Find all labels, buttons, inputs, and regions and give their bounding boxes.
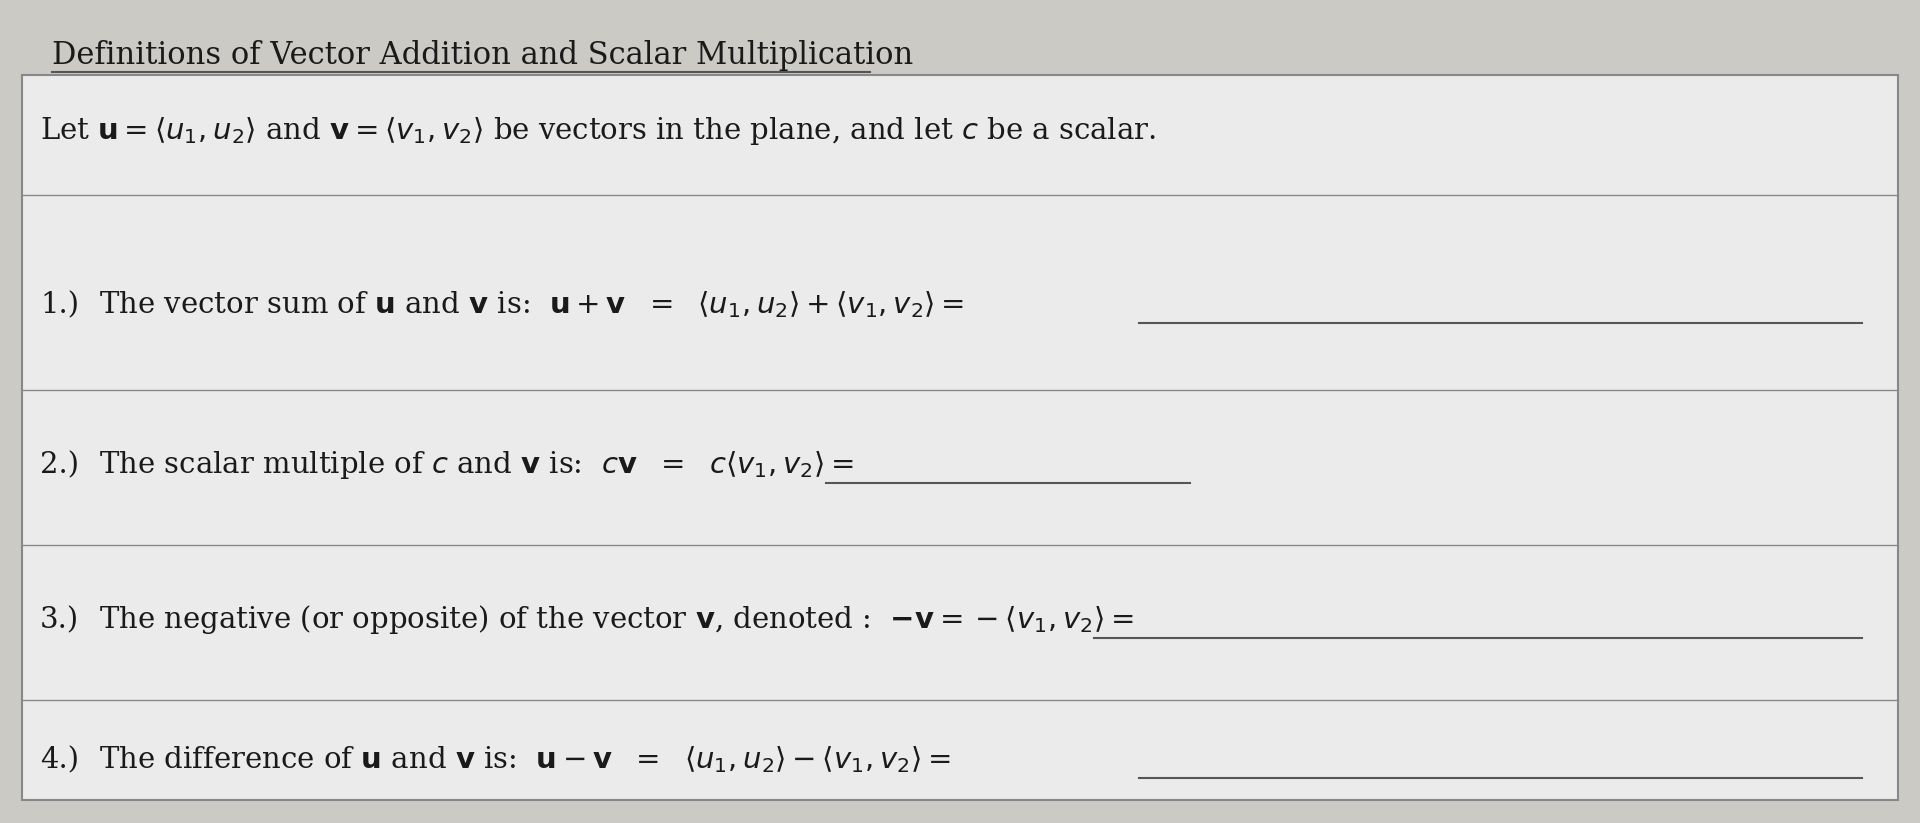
Text: Definitions of Vector Addition and Scalar Multiplication: Definitions of Vector Addition and Scala…	[52, 40, 914, 71]
Text: The vector sum of $\mathbf{u}$ and $\mathbf{v}$ is:  $\mathbf{u} + \mathbf{v}$  : The vector sum of $\mathbf{u}$ and $\mat…	[90, 290, 964, 320]
Bar	[21, 75, 1899, 800]
Text: Let $\mathbf{u} = \langle u_1, u_2 \rangle$ and $\mathbf{v} = \langle v_1, v_2 \: Let $\mathbf{u} = \langle u_1, u_2 \rang…	[40, 115, 1156, 147]
Text: The difference of $\mathbf{u}$ and $\mathbf{v}$ is:  $\mathbf{u} - \mathbf{v}$  : The difference of $\mathbf{u}$ and $\mat…	[90, 745, 950, 775]
Text: 4.): 4.)	[40, 746, 79, 774]
Text: The negative (or opposite) of the vector $\mathbf{v}$, denoted :  $\mathbf{-v} =: The negative (or opposite) of the vector…	[90, 603, 1133, 636]
Text: 3.): 3.)	[40, 606, 79, 634]
Text: 2.): 2.)	[40, 451, 79, 479]
Text: 1.): 1.)	[40, 291, 79, 319]
Text: The scalar multiple of $c$ and $\mathbf{v}$ is:  $c\mathbf{v}$  $=$  $c\langle v: The scalar multiple of $c$ and $\mathbf{…	[90, 449, 854, 481]
